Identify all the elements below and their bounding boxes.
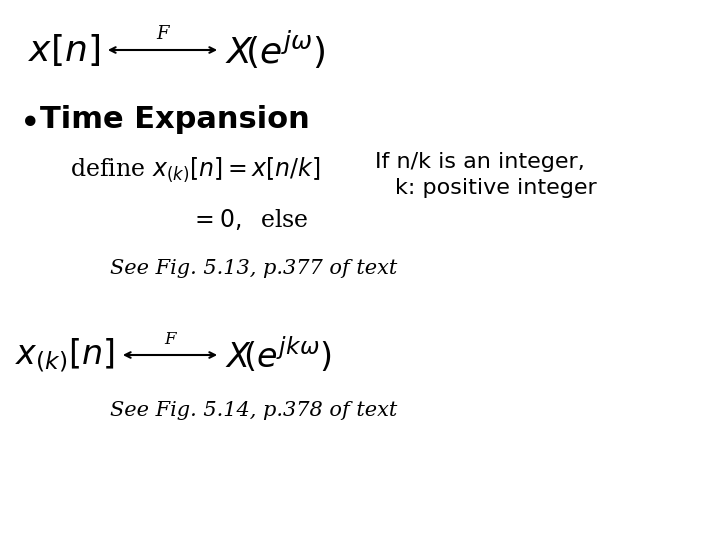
Text: F: F: [164, 331, 176, 348]
Text: F: F: [156, 25, 168, 43]
Text: $X\!\left(e^{jk\omega}\right)$: $X\!\left(e^{jk\omega}\right)$: [225, 335, 332, 375]
Text: $x[n]$: $x[n]$: [27, 32, 100, 68]
Text: $= 0, \;$ else: $= 0, \;$ else: [190, 207, 308, 233]
Text: define $x_{(k)}[n] = x[n/k]$: define $x_{(k)}[n] = x[n/k]$: [70, 156, 320, 184]
Text: See Fig. 5.14, p.378 of text: See Fig. 5.14, p.378 of text: [110, 401, 397, 420]
Text: $x_{(k)}[n]$: $x_{(k)}[n]$: [15, 336, 115, 374]
Text: Time Expansion: Time Expansion: [40, 105, 310, 134]
Text: If n/k is an integer,: If n/k is an integer,: [375, 152, 585, 172]
Text: $\bullet$: $\bullet$: [18, 103, 37, 137]
Text: k: positive integer: k: positive integer: [395, 178, 597, 198]
Text: $X\!\left(e^{j\omega}\right)$: $X\!\left(e^{j\omega}\right)$: [225, 29, 325, 71]
Text: See Fig. 5.13, p.377 of text: See Fig. 5.13, p.377 of text: [110, 259, 397, 278]
